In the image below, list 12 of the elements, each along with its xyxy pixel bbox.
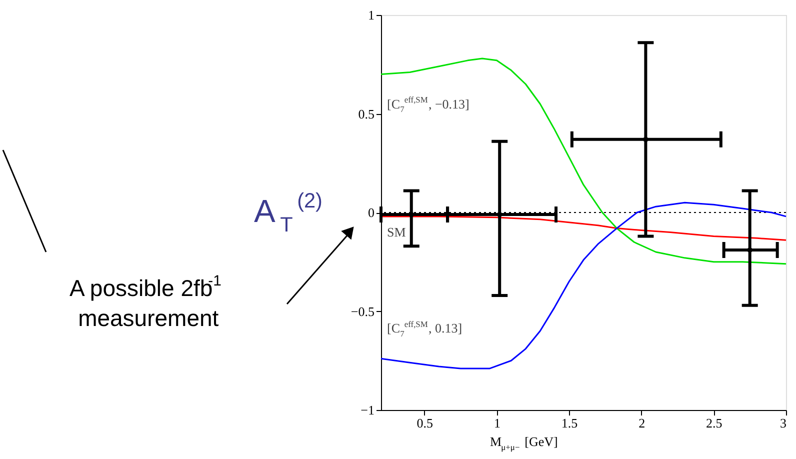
y-tick-label: 0 <box>368 205 374 220</box>
x-tick-label: 1 <box>494 416 500 430</box>
y-tick-label: −1 <box>360 402 374 418</box>
x-tick-label: 3 <box>780 416 786 430</box>
x-tick-label: 2 <box>638 416 646 430</box>
x-tick-label: 0.5 <box>416 416 434 430</box>
x-tick-label: 2.5 <box>706 416 722 430</box>
y-tick-label: 1 <box>368 8 374 22</box>
x-tick-label: 1.5 <box>561 416 578 430</box>
y-tick-label: 0.5 <box>358 106 374 122</box>
y-tick-label: −0.5 <box>350 304 374 319</box>
series-label: SM <box>387 224 406 240</box>
